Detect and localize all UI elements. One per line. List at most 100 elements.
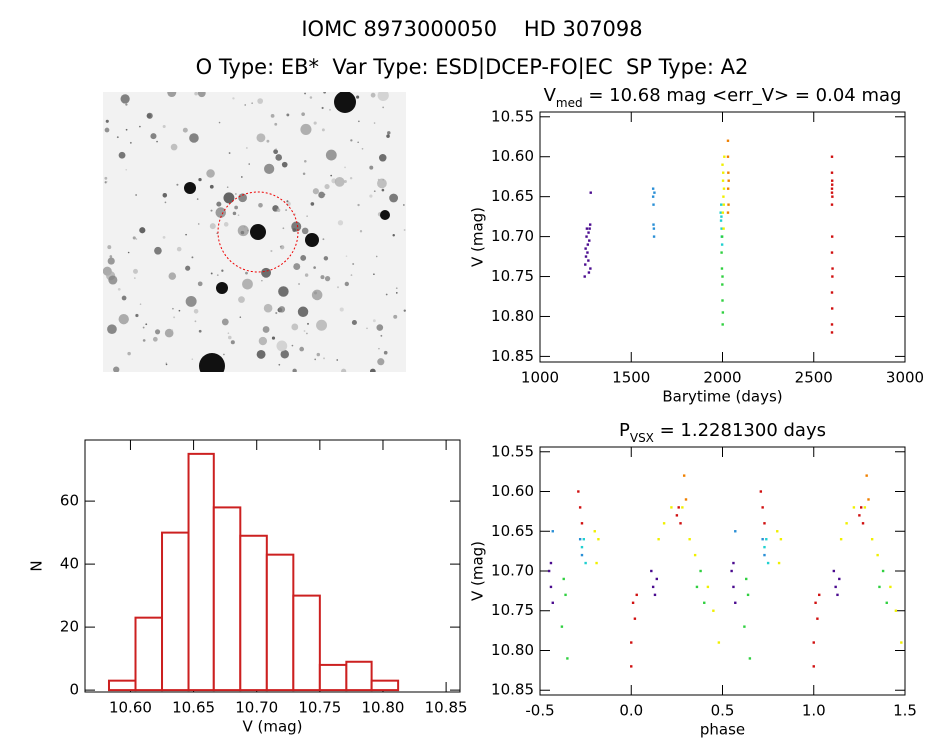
x-tick-label: -0.5 [525, 702, 554, 720]
point [653, 191, 656, 194]
star [105, 180, 108, 183]
bright-star [216, 282, 228, 294]
point [630, 665, 633, 668]
title-part: V [544, 85, 557, 106]
star [275, 311, 278, 315]
star [232, 211, 237, 216]
star [381, 188, 385, 192]
point [830, 331, 834, 334]
point [812, 665, 815, 668]
star [134, 277, 136, 279]
y-tick-label: 10.70 [491, 562, 534, 580]
star [129, 141, 132, 144]
point [722, 203, 725, 206]
y-tick-label: 10.55 [491, 107, 534, 125]
star [337, 286, 339, 289]
star [142, 339, 146, 342]
star [171, 329, 174, 332]
star [323, 92, 326, 94]
point [881, 569, 885, 573]
star [191, 256, 194, 259]
bar [187, 452, 215, 692]
star [334, 176, 345, 187]
star [276, 208, 281, 213]
star [216, 201, 222, 207]
point [726, 139, 730, 142]
star [344, 281, 349, 287]
chart-title: Vmed = 10.68 mag <err_V> = 0.04 mag [544, 85, 902, 110]
star [223, 222, 229, 227]
point [578, 538, 582, 541]
point [732, 561, 735, 565]
star [154, 246, 162, 255]
star [336, 359, 339, 361]
point [830, 155, 834, 158]
star [176, 183, 179, 186]
y-tick-label: 10.85 [491, 681, 534, 699]
star [178, 309, 181, 312]
point [721, 311, 725, 314]
star [238, 296, 245, 303]
star [165, 362, 168, 364]
point [834, 585, 837, 589]
star [107, 324, 117, 335]
star [292, 368, 297, 372]
star [273, 149, 279, 155]
point [836, 593, 839, 597]
point [721, 179, 725, 182]
point [562, 577, 565, 581]
bright-star [184, 182, 196, 194]
point [695, 585, 699, 589]
point [587, 271, 591, 274]
star [256, 349, 266, 359]
star [303, 330, 306, 332]
star [133, 268, 138, 274]
point [652, 203, 655, 206]
point [722, 227, 725, 230]
star [380, 334, 383, 337]
star [209, 184, 214, 189]
point [830, 179, 834, 182]
bar [161, 531, 190, 692]
x-tick-label: 2500 [795, 369, 833, 387]
star [242, 278, 253, 290]
point [588, 223, 592, 226]
point [818, 593, 821, 597]
star [323, 256, 329, 261]
star [230, 340, 235, 345]
star [262, 326, 270, 333]
point [720, 251, 723, 254]
point [682, 474, 686, 477]
star [275, 147, 277, 150]
star [359, 230, 363, 233]
star [145, 323, 148, 326]
star [244, 104, 247, 106]
point [763, 522, 766, 525]
star [237, 214, 240, 216]
star [139, 303, 142, 306]
star [376, 324, 384, 331]
point [779, 538, 783, 541]
point [720, 267, 724, 270]
point [830, 203, 834, 206]
star [125, 128, 128, 131]
star [251, 102, 253, 104]
star [223, 192, 235, 204]
point [688, 538, 691, 541]
star [210, 209, 213, 212]
star [316, 319, 328, 331]
star [194, 92, 198, 96]
star [258, 336, 268, 346]
star [313, 266, 316, 269]
star [282, 227, 285, 230]
star [154, 329, 161, 335]
point [721, 275, 724, 278]
point [586, 251, 589, 254]
star [270, 249, 273, 253]
star [321, 106, 324, 110]
point [730, 569, 733, 573]
star [156, 140, 158, 143]
star [300, 254, 307, 261]
point [831, 275, 834, 278]
star [245, 271, 248, 275]
